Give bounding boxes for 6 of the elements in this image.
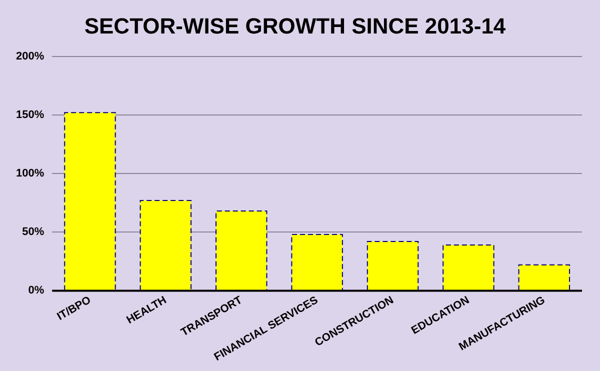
y-tick-label: 150% [16,109,44,122]
y-tick-label: 200% [16,50,44,62]
y-tick-label: 50% [22,226,44,238]
chart-title: SECTOR-WISE GROWTH SINCE 2013-14 [84,13,506,38]
y-tick-label: 100% [16,168,44,180]
y-tick-label: 0% [28,284,44,297]
